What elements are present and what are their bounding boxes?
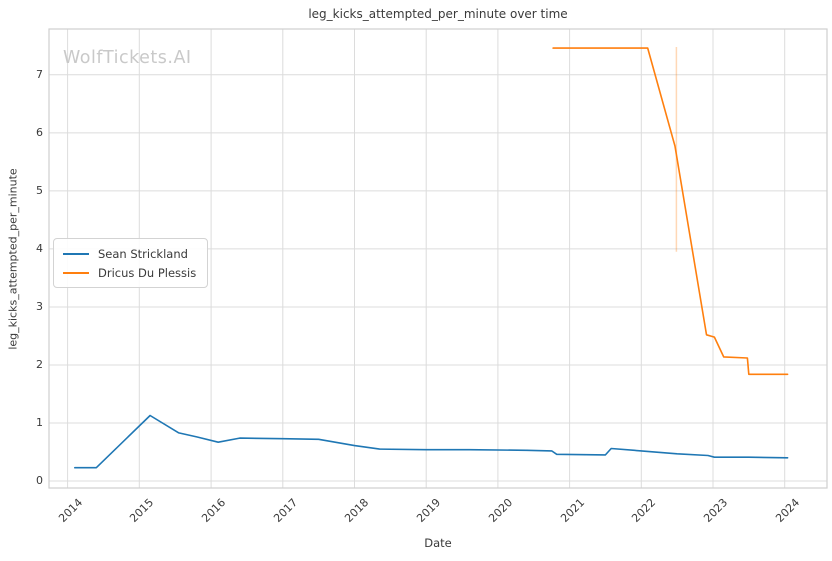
legend-item-dricus-du-plessis: Dricus Du Plessis <box>63 263 196 282</box>
legend-line-swatch-blue <box>63 252 89 255</box>
chart-title: leg_kicks_attempted_per_minute over time <box>308 7 568 21</box>
legend: Sean Strickland Dricus Du Plessis <box>53 238 209 288</box>
y-tick-label: 3 <box>36 299 43 313</box>
legend-line-swatch-orange <box>63 271 89 274</box>
series-line-0 <box>74 414 789 469</box>
legend-label: Dricus Du Plessis <box>98 265 197 280</box>
legend-item-sean-strickland: Sean Strickland <box>63 244 196 263</box>
y-tick-label: 1 <box>36 416 43 429</box>
x-axis-label: Date <box>424 536 452 550</box>
y-tick-label: 5 <box>36 183 43 197</box>
y-tick-label: 4 <box>36 241 43 255</box>
y-tick-label: 6 <box>36 125 43 139</box>
legend-label: Sean Strickland <box>98 246 188 261</box>
y-tick-label: 0 <box>36 474 43 488</box>
plot-border <box>48 28 828 489</box>
y-tick-label: 2 <box>36 357 43 371</box>
watermark: WolfTickets.AI <box>63 48 192 68</box>
y-tick-label: 7 <box>36 67 43 81</box>
series-line-1 <box>552 47 789 376</box>
